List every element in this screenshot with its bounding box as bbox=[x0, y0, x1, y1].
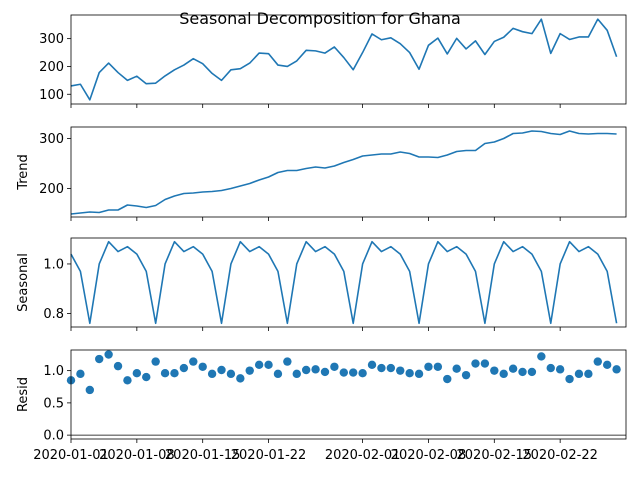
resid-point bbox=[170, 369, 179, 378]
ytick-label: 300 bbox=[39, 32, 64, 47]
ytick-label: 1.0 bbox=[43, 257, 64, 272]
resid-point bbox=[339, 368, 348, 377]
resid-point bbox=[85, 385, 95, 395]
resid-point bbox=[349, 368, 358, 377]
xtick-label: 2020-01-15 bbox=[165, 448, 241, 463]
resid-point bbox=[330, 362, 339, 371]
ytick-label: 1.0 bbox=[43, 364, 64, 379]
xtick-label: 2020-02-01 bbox=[325, 448, 401, 463]
resid-point bbox=[405, 369, 414, 378]
series-line-trend bbox=[70, 130, 617, 215]
resid-point bbox=[537, 352, 546, 361]
resid-point bbox=[226, 369, 236, 379]
resid-point bbox=[198, 362, 207, 371]
resid-point bbox=[301, 365, 311, 375]
resid-point bbox=[104, 350, 113, 359]
resid-point bbox=[584, 369, 593, 379]
chart-title: Seasonal Decomposition for Ghana bbox=[179, 9, 461, 28]
resid-point bbox=[264, 360, 273, 370]
resid-point bbox=[490, 366, 499, 375]
ytick-label: 200 bbox=[39, 182, 64, 197]
resid-point bbox=[292, 369, 301, 379]
resid-point bbox=[461, 370, 471, 380]
resid-point bbox=[612, 365, 621, 374]
series-line-seasonal bbox=[70, 240, 618, 325]
resid-point bbox=[95, 354, 104, 364]
ytick-label: 0.0 bbox=[43, 429, 64, 444]
resid-point bbox=[236, 374, 245, 383]
resid-point bbox=[424, 362, 433, 371]
panel-resid: 0.00.51.02020-01-012020-01-082020-01-152… bbox=[16, 349, 627, 463]
panel-seasonal: 0.8 1.0 Seasonal bbox=[16, 237, 627, 331]
resid-point bbox=[574, 369, 584, 379]
resid-point bbox=[443, 374, 452, 384]
resid-point bbox=[320, 367, 330, 377]
resid-point bbox=[555, 365, 565, 374]
xtick-label: 2020-02-08 bbox=[391, 448, 467, 463]
resid-point bbox=[367, 360, 377, 370]
series-line-observed bbox=[70, 18, 618, 101]
resid-point bbox=[207, 369, 217, 379]
resid-point bbox=[396, 366, 405, 375]
resid-point bbox=[76, 369, 85, 379]
ytick-label: 300 bbox=[39, 132, 64, 147]
panel-trend: 200 300 Trend bbox=[16, 126, 627, 221]
resid-point bbox=[565, 374, 574, 384]
xtick-label: 2020-02-15 bbox=[457, 448, 533, 463]
xtick-label: 2020-01-22 bbox=[231, 448, 307, 463]
resid-point bbox=[499, 369, 508, 379]
xtick-label: 2020-01-01 bbox=[33, 448, 109, 463]
resid-point bbox=[377, 363, 386, 373]
ytick-label: 200 bbox=[39, 60, 64, 75]
resid-point bbox=[480, 359, 490, 368]
resid-point bbox=[273, 369, 283, 379]
resid-point bbox=[254, 360, 264, 370]
resid-point bbox=[132, 369, 142, 378]
axes-frame-seasonal bbox=[70, 237, 627, 328]
axes-frame-resid bbox=[70, 349, 627, 440]
ytick-label: 100 bbox=[39, 88, 64, 103]
resid-point bbox=[123, 376, 132, 385]
resid-point bbox=[452, 364, 461, 373]
xtick-label: 2020-02-22 bbox=[522, 448, 598, 463]
ylabel-seasonal: Seasonal bbox=[16, 253, 31, 312]
panel-observed: 100 200 300 bbox=[39, 14, 627, 108]
resid-point bbox=[217, 365, 226, 375]
resid-point bbox=[311, 365, 320, 374]
resid-point bbox=[433, 362, 443, 371]
resid-point bbox=[151, 357, 160, 366]
resid-point bbox=[179, 363, 189, 373]
panels-group: 100 200 300 200 300 Trend 0.8 1.0 Seasonal 0.0 0.5… bbox=[16, 14, 627, 463]
resid-point bbox=[245, 366, 254, 375]
resid-point bbox=[546, 363, 555, 373]
resid-point bbox=[113, 361, 123, 371]
ylabel-resid: Resid bbox=[16, 377, 31, 412]
xtick-label: 2020-01-08 bbox=[99, 448, 175, 463]
resid-point bbox=[508, 364, 518, 373]
resid-point bbox=[358, 369, 367, 378]
ytick-label: 0.5 bbox=[43, 396, 64, 411]
resid-point bbox=[602, 360, 612, 370]
resid-point bbox=[386, 363, 396, 373]
ylabel-trend: Trend bbox=[16, 154, 31, 191]
axes-frame-observed bbox=[70, 14, 627, 105]
resid-point bbox=[414, 369, 424, 379]
resid-point bbox=[283, 357, 292, 366]
resid-point bbox=[593, 357, 602, 366]
resid-point bbox=[518, 367, 527, 377]
resid-point bbox=[160, 369, 170, 378]
resid-point bbox=[189, 357, 198, 366]
resid-point bbox=[471, 359, 480, 368]
resid-point bbox=[142, 372, 151, 382]
ytick-label: 0.8 bbox=[43, 307, 64, 322]
resid-point bbox=[527, 367, 537, 377]
axes-frame-trend bbox=[70, 126, 627, 218]
